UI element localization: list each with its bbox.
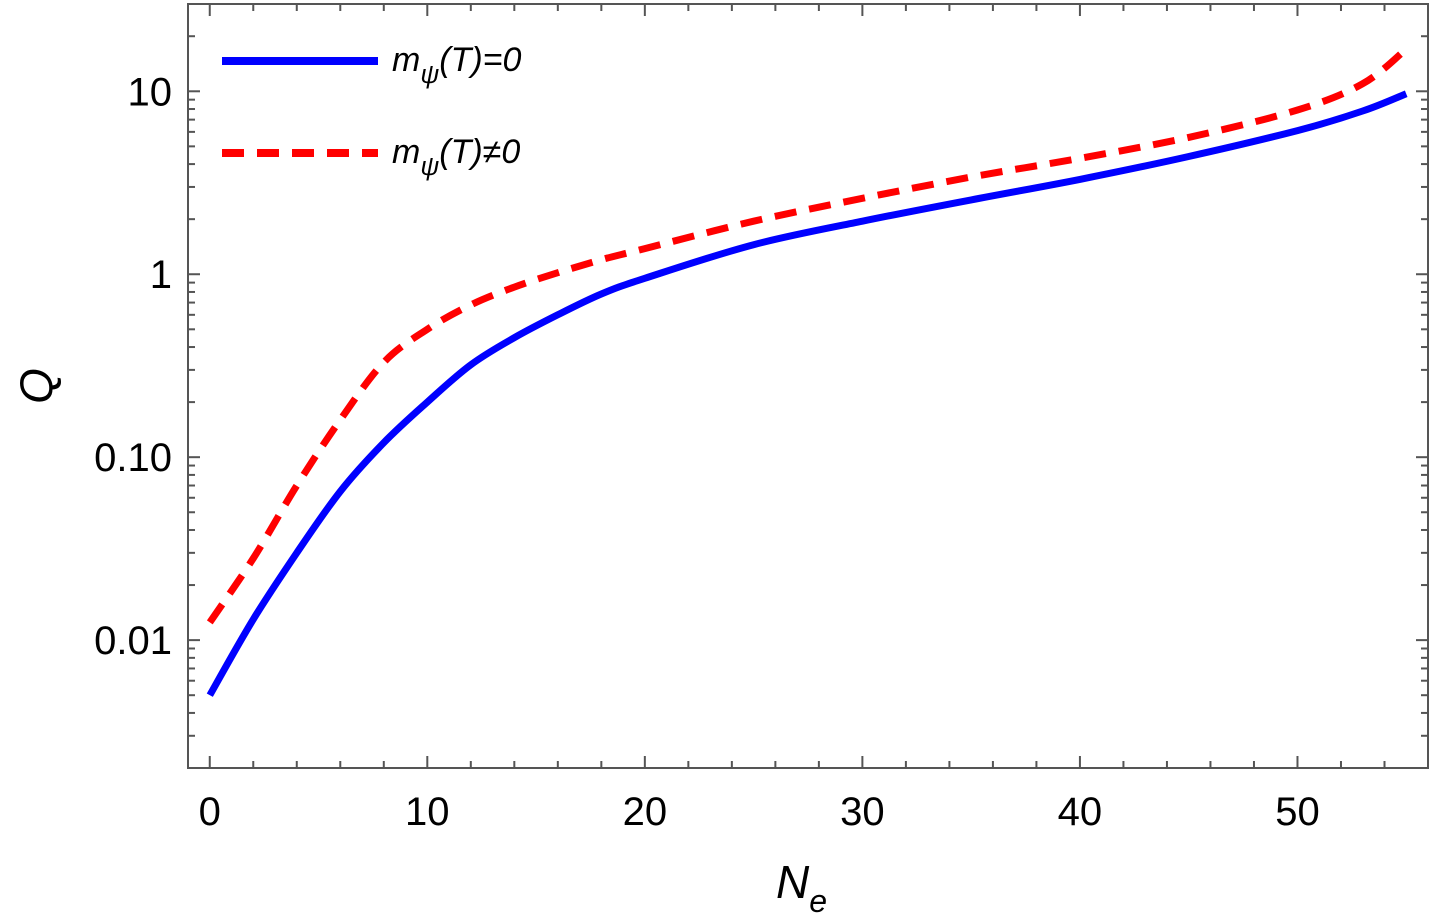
legend-label-subscript: ψ [420,59,439,89]
series-line-massless [206,90,1408,697]
x-tick-labels: 0 10 20 30 40 50 [199,790,1320,834]
legend: mψ(T)=0 mψ(T)≠0 [222,41,522,181]
x-axis-title-main: N [776,856,810,908]
y-tick-labels: 0.01 0.10 1 10 [94,70,172,663]
legend-label-rest: (T)≠0 [439,133,520,171]
tick-marks [188,3,1428,769]
x-tick-label: 50 [1275,790,1320,834]
x-tick-label: 0 [199,790,221,834]
plot-area-border [187,3,1429,769]
x-tick-label: 40 [1058,790,1103,834]
x-tick-label: 20 [623,790,668,834]
y-axis-title: Q [10,368,62,404]
series-layer [206,46,1409,697]
series-line-massive [206,46,1409,625]
x-axis-title: Ne [776,856,827,917]
legend-label-massive: mψ(T)≠0 [392,133,520,181]
legend-label-rest: (T)=0 [439,41,521,79]
legend-label-m: m [392,133,420,171]
legend-label-massless: mψ(T)=0 [392,41,522,89]
plot-frame [187,3,1429,769]
y-tick-label: 1 [150,253,172,297]
x-tick-label: 10 [405,790,450,834]
y-tick-label: 10 [128,70,173,114]
y-tick-label: 0.10 [94,436,172,480]
legend-label-subscript: ψ [420,151,439,181]
legend-label-m: m [392,41,420,79]
x-axis-title-subscript: e [809,883,827,917]
y-tick-label: 0.01 [94,619,172,663]
x-tick-label: 30 [840,790,885,834]
